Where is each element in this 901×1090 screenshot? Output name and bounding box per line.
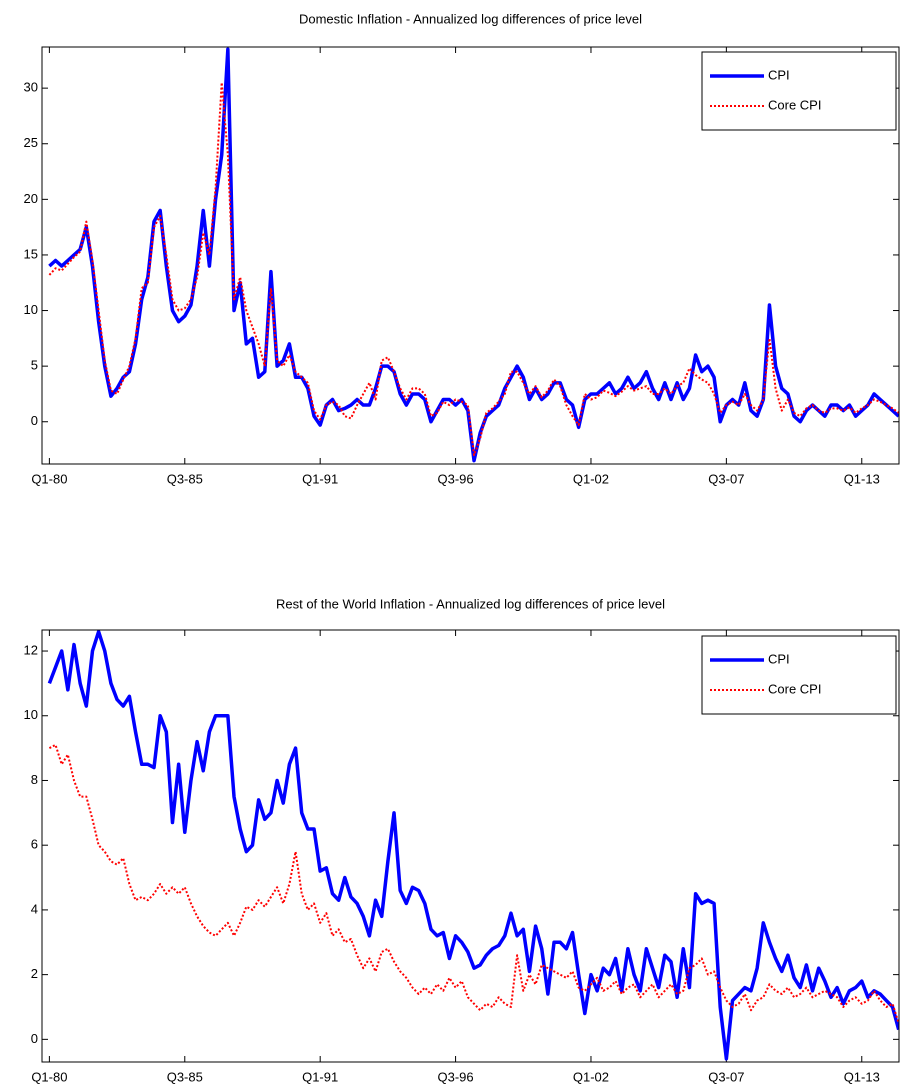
legend-label: Core CPI (768, 97, 821, 112)
y-tick-label: 6 (31, 837, 38, 852)
series-line (48, 743, 899, 1024)
y-tick-label: 0 (31, 413, 38, 428)
x-tick-label: Q1-80 (31, 471, 67, 486)
x-tick-label: Q1-13 (844, 471, 880, 486)
y-tick-label: 10 (24, 302, 38, 317)
y-tick-label: 15 (24, 246, 38, 261)
y-tick-label: 0 (31, 1031, 38, 1046)
y-tick-label: 5 (31, 358, 38, 373)
x-tick-label: Q3-07 (708, 1069, 744, 1084)
legend-label: Core CPI (768, 681, 821, 696)
x-tick-label: Q1-13 (844, 1069, 880, 1084)
y-tick-label: 20 (24, 191, 38, 206)
chart-title: Domestic Inflation - Annualized log diff… (299, 11, 642, 26)
series-line (48, 81, 899, 457)
y-tick-label: 2 (31, 966, 38, 981)
y-tick-label: 30 (24, 80, 38, 95)
x-tick-label: Q3-96 (438, 1069, 474, 1084)
x-tick-label: Q3-96 (438, 471, 474, 486)
legend-box (701, 635, 897, 715)
y-tick-label: 8 (31, 772, 38, 787)
plot-frame (41, 46, 900, 465)
legend-label: CPI (768, 651, 790, 666)
chart-title: Rest of the World Inflation - Annualized… (276, 596, 665, 611)
plot-frame (41, 629, 900, 1063)
series-line (47, 630, 899, 1061)
y-tick-label: 12 (24, 642, 38, 657)
x-tick-label: Q3-85 (167, 471, 203, 486)
y-tick-label: 10 (24, 707, 38, 722)
x-tick-label: Q1-02 (573, 1069, 609, 1084)
x-tick-label: Q3-07 (708, 471, 744, 486)
x-tick-label: Q3-85 (167, 1069, 203, 1084)
y-tick-label: 4 (31, 901, 38, 916)
x-tick-label: Q1-80 (31, 1069, 67, 1084)
x-tick-label: Q1-91 (302, 471, 338, 486)
legend-label: CPI (768, 67, 790, 82)
x-tick-label: Q1-02 (573, 471, 609, 486)
x-tick-label: Q1-91 (302, 1069, 338, 1084)
legend-box (701, 51, 897, 131)
series-line (48, 47, 899, 463)
y-tick-label: 25 (24, 135, 38, 150)
